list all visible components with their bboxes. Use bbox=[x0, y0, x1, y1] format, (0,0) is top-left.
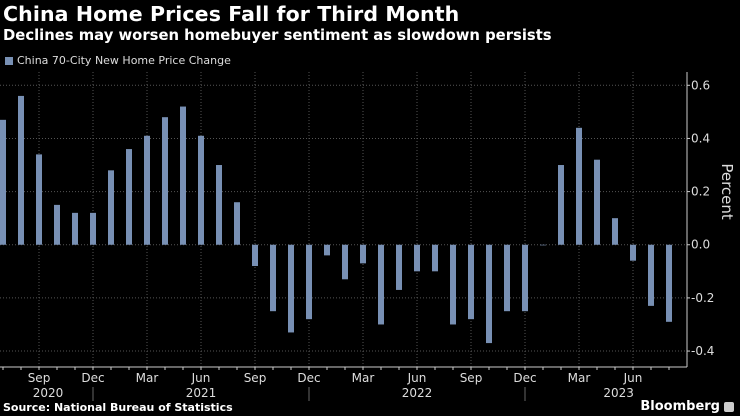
bar bbox=[360, 244, 366, 264]
bar bbox=[504, 244, 510, 312]
bar bbox=[144, 135, 150, 245]
x-tick-label: Jun bbox=[623, 371, 643, 385]
y-tick-label: 0.4 bbox=[691, 131, 710, 145]
y-tick-label: -0.2 bbox=[691, 291, 714, 305]
brand-text: Bloomberg bbox=[640, 399, 720, 414]
bar bbox=[270, 244, 276, 312]
bar bbox=[0, 119, 6, 245]
bar bbox=[162, 117, 168, 245]
x-tick-label: Jun bbox=[191, 371, 211, 385]
bar bbox=[90, 212, 96, 245]
year-label: 2022 bbox=[402, 386, 433, 400]
x-tick-label: Sep bbox=[244, 371, 267, 385]
year-label: 2023 bbox=[603, 386, 634, 400]
x-tick-label: Mar bbox=[136, 371, 159, 385]
bar bbox=[306, 244, 312, 320]
bar bbox=[594, 159, 600, 245]
bar bbox=[288, 244, 294, 333]
bar bbox=[216, 165, 222, 245]
x-tick-label: Mar bbox=[568, 371, 591, 385]
x-tick-label: Jun bbox=[407, 371, 427, 385]
x-tick-label: Mar bbox=[352, 371, 375, 385]
bar bbox=[630, 244, 636, 261]
y-tick-label: 0.2 bbox=[691, 185, 710, 199]
x-tick-label: Sep bbox=[28, 371, 51, 385]
bar bbox=[432, 244, 438, 272]
bar bbox=[396, 244, 402, 290]
bar bbox=[18, 95, 24, 245]
year-label: 2020 bbox=[33, 386, 64, 400]
bar bbox=[108, 170, 114, 245]
x-tick-label: Dec bbox=[513, 371, 536, 385]
y-tick-label: -0.4 bbox=[691, 344, 714, 358]
y-axis-title: Percent bbox=[718, 163, 736, 220]
bar bbox=[414, 244, 420, 272]
y-tick-label: 0.6 bbox=[691, 78, 710, 92]
bloomberg-logo: Bloomberg bbox=[640, 399, 734, 414]
bar bbox=[198, 135, 204, 245]
x-tick-label: Dec bbox=[81, 371, 104, 385]
bar bbox=[468, 244, 474, 320]
bar bbox=[612, 218, 618, 245]
bar bbox=[648, 244, 654, 306]
bar bbox=[324, 244, 330, 256]
chart-title: China Home Prices Fall for Third Month bbox=[3, 2, 460, 26]
bar bbox=[378, 244, 384, 325]
legend-swatch bbox=[5, 56, 13, 65]
bar bbox=[234, 202, 240, 245]
bar bbox=[522, 244, 528, 312]
bar bbox=[180, 106, 186, 245]
bar bbox=[72, 212, 78, 245]
bar bbox=[576, 127, 582, 245]
x-tick-label: Sep bbox=[460, 371, 483, 385]
bar bbox=[126, 149, 132, 245]
year-label: 2021 bbox=[186, 386, 217, 400]
bar bbox=[252, 244, 258, 267]
legend-label: China 70-City New Home Price Change bbox=[17, 54, 231, 67]
bar bbox=[342, 244, 348, 280]
y-tick-label: 0.0 bbox=[691, 238, 710, 252]
bar bbox=[450, 244, 456, 325]
chart-subtitle: Declines may worsen homebuyer sentiment … bbox=[3, 27, 552, 44]
bar bbox=[36, 154, 42, 245]
chart-icon bbox=[724, 401, 734, 412]
legend: China 70-City New Home Price Change bbox=[5, 54, 231, 67]
bar bbox=[666, 244, 672, 322]
bar bbox=[558, 165, 564, 245]
source-note: Source: National Bureau of Statistics bbox=[3, 401, 233, 414]
bar bbox=[54, 204, 60, 245]
x-tick-label: Dec bbox=[297, 371, 320, 385]
bar bbox=[540, 244, 546, 246]
bar bbox=[486, 244, 492, 344]
